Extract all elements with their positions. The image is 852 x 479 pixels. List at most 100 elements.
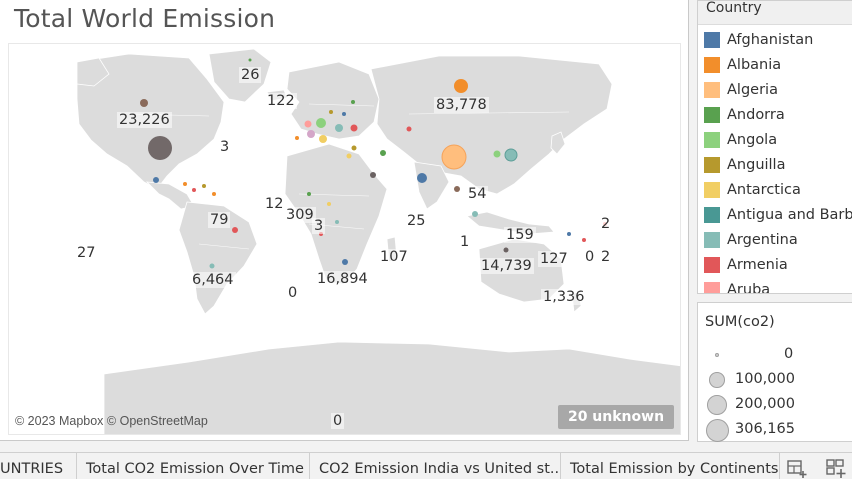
- worksheet: Total World Emission: [0, 0, 689, 441]
- legend-color-swatch: [704, 281, 720, 293]
- country-legend-item[interactable]: Albania: [704, 52, 781, 77]
- bubble-carib-4: [212, 192, 216, 196]
- legend-color-swatch: [704, 56, 720, 73]
- bubble-india: [417, 173, 427, 183]
- map-label-russia: 83,778: [434, 97, 489, 113]
- landmass-group: [76, 48, 680, 434]
- map-label-australia: 14,739: [479, 258, 534, 274]
- map-label-iceland: 122: [265, 93, 297, 109]
- bubble-saudi: [370, 172, 376, 178]
- tab-total-co2-over-time[interactable]: Total CO2 Emission Over Time: [77, 453, 310, 479]
- map-label-west-africa: 12: [263, 196, 286, 212]
- country-legend-item[interactable]: Argentina: [704, 227, 798, 252]
- legend-item-label: Aruba: [727, 281, 771, 294]
- bubble-europe-2: [342, 112, 346, 116]
- country-legend-item[interactable]: Armenia: [704, 252, 788, 277]
- country-legend-item[interactable]: Antigua and Barb..: [704, 202, 852, 227]
- size-legend[interactable]: SUM(co2) 0 100,000 200,000 306,165: [697, 302, 852, 442]
- bubble-france: [307, 130, 315, 138]
- map-label-fiji: 0: [583, 249, 597, 265]
- size-legend-circle: [715, 353, 719, 357]
- bubble-southafrica: [342, 259, 348, 265]
- legend-color-swatch: [704, 81, 720, 98]
- legend-item-label: Argentina: [727, 231, 798, 248]
- legend-item-label: Afghanistan: [727, 31, 814, 48]
- legend-item-label: Antigua and Barb..: [727, 206, 852, 223]
- map-copyright: © 2023 Mapbox © OpenStreetMap: [15, 414, 208, 428]
- map-label-antarctica: 0: [331, 413, 345, 429]
- map-label-indian-ocean: 25: [405, 213, 428, 229]
- map-label-greenland: 26: [239, 67, 262, 83]
- bubble-europe-3: [351, 100, 355, 104]
- country-legend-item[interactable]: Afghanistan: [704, 27, 813, 52]
- bubble-germany: [316, 118, 326, 128]
- landmass-alaska: [76, 57, 110, 87]
- map-label-brazil: 79: [208, 212, 231, 228]
- map-label-papua: 159: [504, 227, 536, 243]
- bubble-indonesia: [472, 211, 478, 217]
- bubble-turkey: [351, 145, 357, 151]
- sheet-tab-bar: UNTRIES Total CO2 Emission Over Time CO2…: [0, 452, 852, 479]
- world-map[interactable]: [9, 44, 681, 435]
- map-label-pacific-east: 2: [599, 216, 613, 232]
- legend-item-label: Andorra: [727, 106, 785, 123]
- size-legend-label: 0: [784, 346, 794, 362]
- country-legend-item[interactable]: Anguilla: [704, 152, 785, 177]
- new-dashboard-icon[interactable]: [785, 457, 807, 479]
- tab-countries[interactable]: UNTRIES: [0, 453, 77, 479]
- emission-bubbles: [140, 58, 607, 269]
- country-color-legend[interactable]: Country Afghanistan Albania Algeria Andorra…: [697, 0, 852, 294]
- country-legend-item[interactable]: Angola: [704, 127, 777, 152]
- map-label-pacific-east-2: 2: [599, 249, 613, 265]
- country-legend-item[interactable]: Antarctica: [704, 177, 801, 202]
- tab-emission-by-continents[interactable]: Total Emission by Continents: [561, 453, 780, 479]
- legend-item-label: Albania: [727, 56, 782, 73]
- new-story-icon[interactable]: [825, 457, 847, 479]
- map-label-central-africa: 309: [284, 207, 316, 223]
- map-view[interactable]: 26 122 23,226 3 83,778 54 12 309 3 79 25…: [8, 43, 681, 435]
- map-label-southeast-asia: 54: [466, 186, 489, 202]
- bubble-argentina: [209, 263, 215, 269]
- size-legend-item: 200,000: [698, 393, 852, 417]
- unknown-locations-badge[interactable]: 20 unknown: [558, 405, 674, 429]
- size-legend-circle: [709, 372, 725, 388]
- map-label-caribbean: 3: [218, 139, 232, 155]
- legend-item-label: Anguilla: [727, 156, 786, 173]
- country-legend-item[interactable]: Andorra: [704, 102, 785, 127]
- country-legend-item[interactable]: Aruba: [704, 277, 771, 294]
- bubble-greenland: [248, 58, 252, 62]
- bubble-australia: [503, 247, 509, 253]
- legend-item-label: Angola: [727, 131, 778, 148]
- tab-india-vs-us[interactable]: CO2 Emission India vs United st...: [310, 453, 561, 479]
- bubble-usa: [148, 136, 172, 160]
- country-legend-title: Country: [698, 1, 852, 25]
- map-label-indonesia: 1: [458, 234, 472, 250]
- bubble-africa-3: [335, 220, 339, 224]
- size-legend-circle: [705, 418, 729, 442]
- country-legend-item[interactable]: Algeria: [704, 77, 778, 102]
- bubble-carib-2: [192, 188, 196, 192]
- legend-color-swatch: [704, 256, 720, 273]
- landmass-asia: [370, 55, 613, 195]
- map-label-south-atlantic: 0: [286, 285, 300, 301]
- size-legend-item: 100,000: [698, 368, 852, 392]
- size-legend-item: 0: [698, 343, 852, 367]
- bubble-poland: [335, 124, 343, 132]
- bubble-italy: [319, 135, 327, 143]
- bubble-africa-2: [327, 202, 331, 206]
- landmass-europe: [286, 61, 380, 140]
- legend-color-swatch: [704, 181, 720, 198]
- bubble-mexico: [153, 177, 159, 183]
- bubble-japan: [504, 148, 518, 162]
- sheet-title: Total World Emission: [14, 4, 276, 33]
- size-legend-item: 306,165: [698, 418, 852, 442]
- bubble-europe-1: [329, 110, 333, 114]
- size-legend-title: SUM(co2): [705, 314, 775, 330]
- map-label-new-zealand: 1,336: [541, 289, 587, 305]
- size-legend-label: 200,000: [735, 396, 795, 412]
- map-label-pacific-west: 27: [75, 245, 98, 261]
- bubble-europe-4: [295, 136, 299, 140]
- map-label-gulf-guinea: 3: [312, 218, 326, 234]
- legend-color-swatch: [704, 206, 720, 223]
